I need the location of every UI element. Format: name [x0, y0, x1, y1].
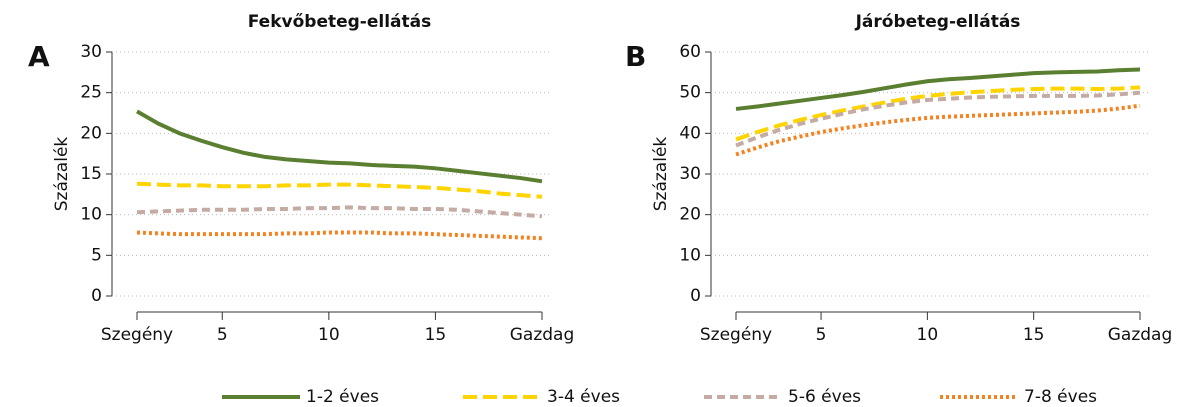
- y-tick-label: 10: [80, 205, 102, 225]
- y-tick-label: 10: [679, 245, 701, 265]
- series-line: [136, 109, 543, 184]
- series-line: [136, 205, 543, 219]
- legend-label: 3-4 éves: [547, 387, 620, 407]
- x-tick-label: 10: [318, 325, 340, 345]
- x-tick-label: 10: [917, 325, 939, 345]
- series-line: [136, 181, 543, 199]
- series-line: [735, 85, 1141, 142]
- panel-letter: A: [28, 40, 50, 73]
- y-tick-label: 0: [690, 286, 701, 306]
- y-tick-label: 0: [91, 286, 102, 306]
- y-tick-label: 50: [679, 83, 701, 103]
- series-line: [735, 103, 1141, 157]
- y-tick-label: 20: [679, 205, 701, 225]
- y-axis-label: Százalék: [651, 137, 671, 212]
- x-tick-label: Szegény: [700, 325, 772, 345]
- y-axis-label: Százalék: [52, 137, 72, 212]
- legend-label: 1-2 éves: [306, 387, 379, 407]
- chart-title: Járóbeteg-ellátás: [855, 12, 1021, 32]
- y-tick-label: 25: [80, 83, 102, 103]
- x-tick-label: 15: [425, 325, 447, 345]
- panel-letter: B: [625, 40, 646, 73]
- x-tick-label: 15: [1023, 325, 1045, 345]
- y-tick-label: 30: [679, 164, 701, 184]
- series-line: [735, 90, 1141, 148]
- y-tick-label: 15: [80, 164, 102, 184]
- series-line: [735, 67, 1141, 111]
- legend-label: 7-8 éves: [1024, 387, 1097, 407]
- y-tick-label: 40: [679, 123, 701, 143]
- x-tick-label: Gazdag: [1108, 325, 1173, 345]
- chart-title: Fekvőbeteg-ellátás: [248, 12, 431, 32]
- x-tick-label: Szegény: [101, 325, 173, 345]
- x-tick-label: 5: [217, 325, 228, 345]
- x-tick-label: 5: [816, 325, 827, 345]
- y-tick-label: 5: [91, 245, 102, 265]
- y-tick-label: 30: [80, 42, 102, 62]
- y-tick-label: 20: [80, 123, 102, 143]
- x-tick-label: Gazdag: [510, 325, 575, 345]
- series-line: [136, 230, 543, 241]
- legend-label: 5-6 éves: [788, 387, 861, 407]
- y-tick-label: 60: [679, 42, 701, 62]
